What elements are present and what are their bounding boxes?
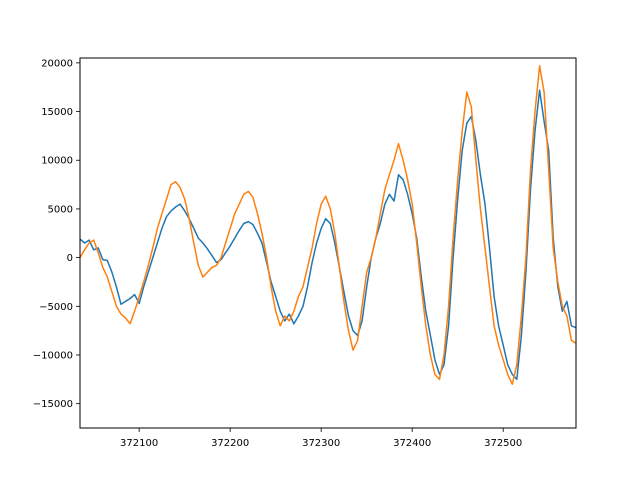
- series-line-1: [79, 89, 577, 381]
- series-line-2: [79, 65, 577, 385]
- x-axis: 372100 372200 372300 372400 372500: [120, 428, 522, 449]
- y-tick-label: 0: [67, 253, 73, 264]
- x-tick-label: 372100: [120, 438, 158, 449]
- y-tick-label: −15000: [33, 399, 73, 410]
- x-tick-label: 372500: [484, 438, 522, 449]
- axes-frame: [79, 57, 577, 429]
- y-tick-label: 15000: [41, 107, 73, 118]
- y-tick-label: −5000: [39, 302, 73, 313]
- y-tick-label: 5000: [48, 204, 73, 215]
- y-tick-label: −10000: [33, 350, 73, 361]
- series-layer: [79, 65, 577, 385]
- x-tick-label: 372400: [393, 438, 431, 449]
- plot-area: [79, 57, 577, 429]
- x-tick-label: 372300: [302, 438, 340, 449]
- y-tick-label: 10000: [41, 156, 73, 167]
- y-tick-label: 20000: [41, 58, 73, 69]
- x-tick-label: 372200: [211, 438, 249, 449]
- y-axis: −15000 −10000 −5000 0 5000 10000 15000 20000: [33, 58, 80, 410]
- axes-background: [80, 58, 576, 428]
